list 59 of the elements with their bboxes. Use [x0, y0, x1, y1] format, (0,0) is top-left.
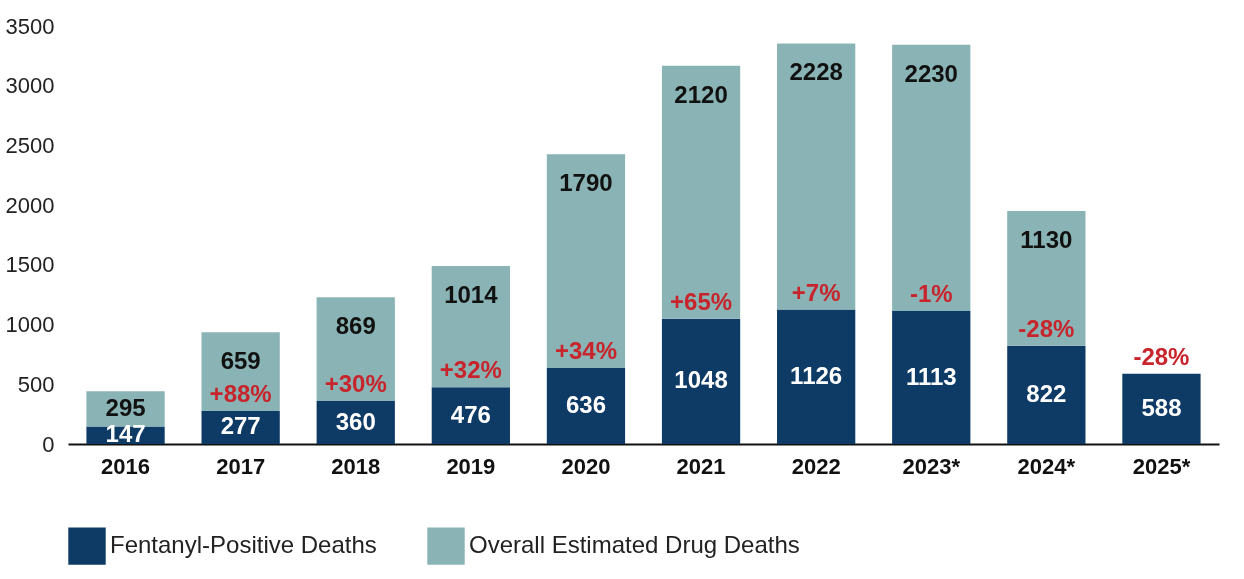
data-label: 2120	[674, 80, 728, 108]
y-tick-label: 2000	[5, 192, 55, 218]
annotation: +88%	[209, 379, 272, 407]
x-tick-label: 2020	[561, 453, 611, 479]
y-tick-label: 3000	[5, 73, 55, 99]
y-tick-label: 2500	[5, 132, 55, 158]
x-tick-label: 2025*	[1132, 453, 1191, 479]
data-label: 295	[105, 393, 146, 421]
annotation: +7%	[791, 278, 841, 306]
data-label: 277	[220, 412, 261, 440]
data-label: 147	[105, 420, 146, 448]
data-label: 869	[335, 312, 376, 340]
data-label: 2228	[789, 58, 843, 86]
legend-label: Overall Estimated Drug Deaths	[469, 531, 800, 559]
bar	[892, 311, 971, 444]
data-label: 636	[565, 391, 606, 419]
bar	[546, 154, 626, 369]
x-tick-label: 2018	[331, 453, 381, 479]
annotation: -28%	[1018, 314, 1075, 342]
data-label: 1014	[444, 280, 499, 308]
y-tick-label: 3500	[5, 13, 55, 39]
annotation: +34%	[554, 337, 617, 365]
x-tick-label: 2016	[101, 453, 151, 479]
data-label: 1130	[1020, 225, 1073, 253]
data-label: 476	[450, 400, 491, 428]
bar	[1122, 373, 1201, 444]
bar	[777, 309, 856, 444]
bar	[661, 65, 741, 319]
y-tick-label: 1000	[5, 312, 55, 338]
data-label: 659	[220, 347, 261, 375]
x-tick-label: 2019	[446, 453, 496, 479]
x-tick-label: 2022	[791, 453, 841, 479]
annotation: +65%	[670, 287, 733, 315]
annotation: +30%	[324, 370, 387, 398]
data-label: 588	[1141, 393, 1182, 421]
bar	[546, 368, 626, 444]
data-label: 1790	[559, 169, 613, 197]
data-label: 1048	[674, 366, 728, 394]
y-tick-label: 1500	[5, 252, 55, 278]
bar	[1007, 345, 1086, 444]
bar	[892, 44, 971, 312]
y-tick-label: 0	[42, 431, 55, 457]
annotation: -1%	[909, 280, 953, 308]
bar	[777, 43, 856, 310]
annotation: +32%	[439, 356, 502, 384]
legend-label: Fentanyl-Positive Deaths	[110, 531, 377, 559]
data-label: 1126	[790, 361, 843, 389]
x-tick-label: 2021	[676, 453, 726, 479]
data-label: 360	[335, 407, 376, 435]
bar	[431, 387, 510, 444]
x-tick-label: 2024*	[1017, 453, 1076, 479]
annotation: -28%	[1133, 342, 1190, 370]
bar	[661, 318, 741, 444]
y-tick-label: 500	[17, 371, 55, 397]
data-label: 822	[1026, 379, 1067, 407]
x-tick-label: 2017	[216, 453, 266, 479]
data-label: 1113	[905, 362, 957, 390]
data-label: 2230	[904, 59, 958, 87]
x-tick-label: 2023*	[902, 453, 961, 479]
